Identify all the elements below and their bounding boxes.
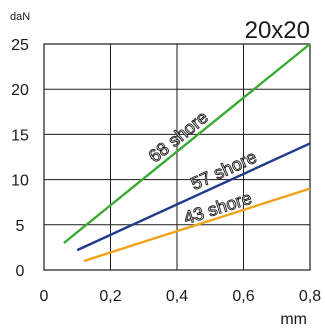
plot-frame <box>43 43 311 271</box>
x-tick-label: 0,8 <box>299 288 321 305</box>
y-tick-label: 0 <box>16 263 25 280</box>
series-line-2 <box>76 142 311 252</box>
x-tick-label: 0,2 <box>99 288 121 305</box>
y-tick-label: 15 <box>11 127 29 144</box>
series-line-1 <box>63 43 311 244</box>
y-tick-label: 20 <box>11 82 29 99</box>
series-line-3 <box>83 187 311 263</box>
series-label-1: 68 shore <box>145 107 212 167</box>
y-tick-label: 5 <box>16 218 25 235</box>
y-axis-unit: daN <box>10 11 30 23</box>
x-tick-label: 0,4 <box>166 288 188 305</box>
y-tick-label: 10 <box>11 173 29 190</box>
x-tick-label: 0 <box>40 288 49 305</box>
series-lines <box>63 43 311 263</box>
x-axis-unit: mm <box>280 311 307 328</box>
y-tick-labels: 0 5 10 15 20 25 <box>11 37 29 280</box>
y-tick-label: 25 <box>11 37 29 54</box>
grid <box>43 43 311 271</box>
x-tick-labels: 0 0,2 0,4 0,6 0,8 <box>40 288 322 305</box>
x-tick-label: 0,6 <box>232 288 254 305</box>
chart-title: 20x20 <box>245 17 310 44</box>
